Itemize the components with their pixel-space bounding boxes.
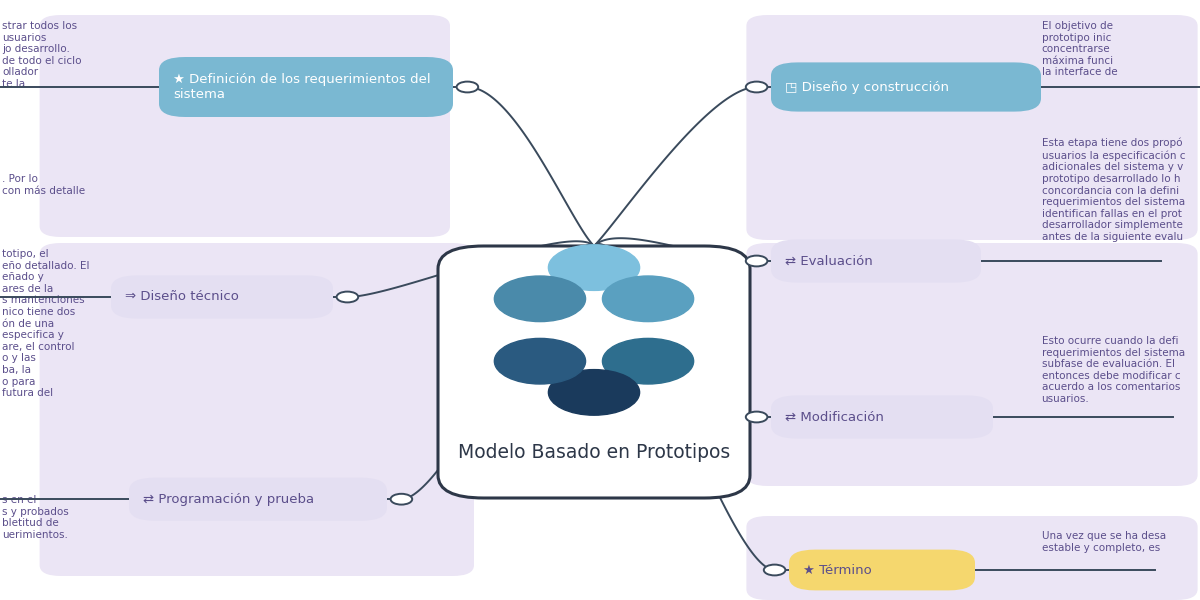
Circle shape [763,565,785,575]
Text: Una vez que se ha desa
estable y completo, es: Una vez que se ha desa estable y complet… [1042,531,1165,553]
FancyBboxPatch shape [130,478,386,521]
Circle shape [746,82,768,92]
FancyBboxPatch shape [746,516,1198,600]
FancyBboxPatch shape [746,15,1198,240]
FancyBboxPatch shape [40,15,450,237]
Text: El objetivo de
prototipo inic
concentrarse
máxima funci
la interface de: El objetivo de prototipo inic concentrar… [1042,21,1117,77]
Circle shape [336,292,358,302]
Text: totipo, el
eño detallado. El
eñado y
ares de la
s mantenciones
nico tiene dos
ón: totipo, el eño detallado. El eñado y are… [2,249,90,398]
Text: ⇄ Programación y prueba: ⇄ Programación y prueba [144,493,314,506]
Circle shape [602,276,694,322]
Text: strar todos los
usuarios
jo desarrollo.
de todo el ciclo
ollador
te la: strar todos los usuarios jo desarrollo. … [2,21,82,89]
FancyBboxPatch shape [158,57,454,117]
Circle shape [457,82,479,92]
Circle shape [391,494,413,505]
Text: ★ Término: ★ Término [804,563,872,577]
Circle shape [548,245,640,290]
FancyBboxPatch shape [772,395,994,439]
Text: Esto ocurre cuando la defi
requerimientos del sistema
subfase de evaluación. El
: Esto ocurre cuando la defi requerimiento… [1042,336,1184,404]
FancyBboxPatch shape [40,243,474,576]
Text: ⇄ Evaluación: ⇄ Evaluación [785,254,874,268]
FancyBboxPatch shape [746,243,1198,486]
Text: s en el
s y probados
bletitud de
uerimientos.: s en el s y probados bletitud de uerimie… [2,495,70,540]
Text: ⇒ Diseño técnico: ⇒ Diseño técnico [125,290,239,304]
Circle shape [494,338,586,384]
Text: Modelo Basado en Prototipos: Modelo Basado en Prototipos [458,443,730,463]
Text: ★ Definición de los requerimientos del
sistema: ★ Definición de los requerimientos del s… [174,73,431,101]
Text: Esta etapa tiene dos propó
usuarios la especificación c
adicionales del sistema : Esta etapa tiene dos propó usuarios la e… [1042,138,1186,242]
Text: ⇄ Modificación: ⇄ Modificación [785,410,884,424]
FancyBboxPatch shape [438,246,750,498]
FancyBboxPatch shape [772,62,1042,112]
Circle shape [746,412,768,422]
FancyBboxPatch shape [112,275,332,319]
Circle shape [746,256,768,266]
FancyBboxPatch shape [772,239,982,283]
Circle shape [494,276,586,322]
Text: . Por lo
con más detalle: . Por lo con más detalle [2,174,85,196]
Circle shape [602,338,694,384]
FancyBboxPatch shape [790,550,974,590]
Circle shape [548,370,640,415]
Text: ◳ Diseño y construcción: ◳ Diseño y construcción [785,80,949,94]
